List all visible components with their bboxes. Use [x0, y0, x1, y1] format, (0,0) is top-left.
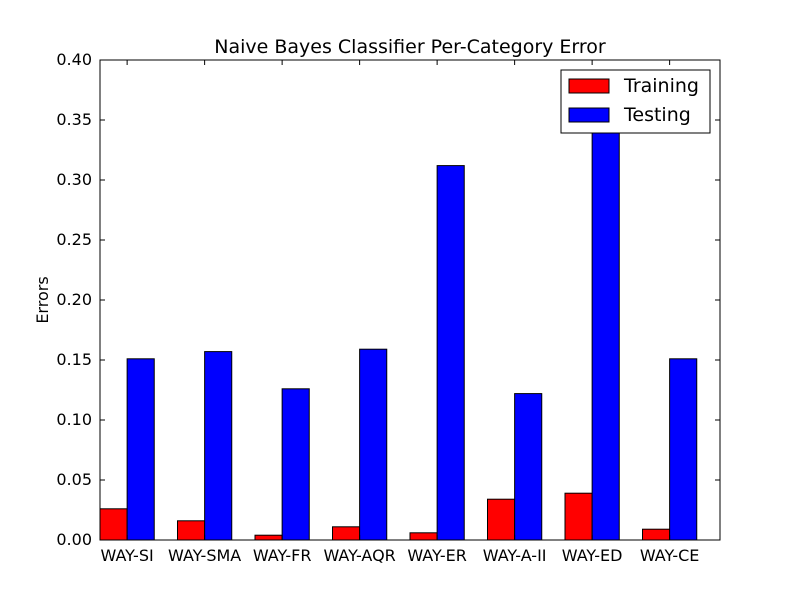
x-tick-label: WAY-AQR: [323, 546, 395, 565]
bar-testing-way-er: [436, 165, 465, 540]
x-tick-label: WAY-FR: [253, 546, 312, 565]
bar-training-way-fr: [254, 534, 283, 540]
y-tick-label: 0.20: [56, 290, 92, 309]
bar-training-way-ed: [564, 492, 593, 540]
bar-testing-way-ce: [669, 358, 698, 540]
x-tick-label: WAY-CE: [640, 546, 700, 565]
bar-training-way-er: [409, 532, 438, 540]
legend-label-testing: Testing: [623, 104, 691, 126]
y-tick-label: 0.35: [56, 110, 92, 129]
y-tick-label: 0.15: [56, 350, 92, 369]
bars-group: [100, 129, 698, 540]
x-tick-label: WAY-SI: [101, 546, 154, 565]
bar-testing-way-si: [126, 358, 155, 540]
y-tick-label: 0.00: [56, 530, 92, 549]
bar-testing-way-a-ii: [514, 393, 543, 540]
bar-testing-way-aqr: [359, 348, 388, 540]
y-axis-label: Errors: [33, 276, 52, 323]
bar-training-way-sma: [177, 520, 206, 540]
x-tick-label: WAY-ED: [562, 546, 623, 565]
y-tick-label: 0.30: [56, 170, 92, 189]
chart-title: Naive Bayes Classifier Per-Category Erro…: [214, 36, 606, 58]
legend-swatch-training: [568, 78, 610, 94]
y-tick-label: 0.25: [56, 230, 92, 249]
y-tick-label: 0.10: [56, 410, 92, 429]
y-tick-label: 0.05: [56, 470, 92, 489]
plot-area: 0.00 0.05 0.10 0.15 0.20 0.25 0.30 0.35 0.40 WAY-…: [56, 50, 721, 565]
y-tick-label: 0.40: [56, 50, 92, 69]
legend: Training Testing: [560, 69, 711, 134]
bar-training-way-aqr: [332, 526, 361, 540]
bar-training-way-si: [100, 508, 128, 540]
bar-training-way-ce: [642, 528, 671, 540]
bar-training-way-a-ii: [487, 498, 516, 540]
legend-label-training: Training: [623, 75, 699, 97]
x-tick-label: WAY-ER: [407, 546, 467, 565]
bar-testing-way-fr: [281, 388, 310, 540]
x-tick-label: WAY-A-II: [483, 546, 547, 565]
legend-swatch-testing: [568, 107, 610, 123]
bar-testing-way-ed: [591, 129, 620, 540]
x-tick-label: WAY-SMA: [168, 546, 241, 565]
bar-testing-way-sma: [204, 351, 233, 540]
